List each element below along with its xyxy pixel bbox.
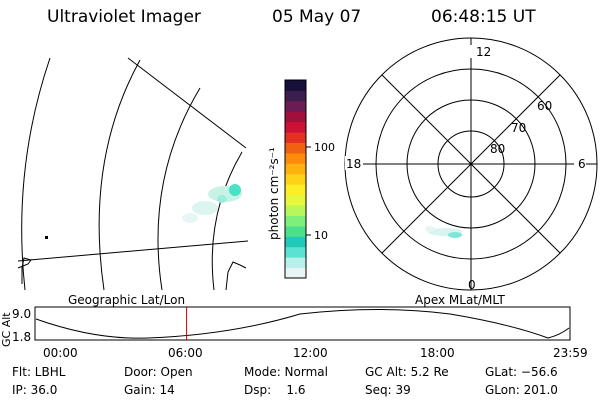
status-dsp: Dsp: 1.6 — [244, 383, 306, 397]
colorbar-frame — [284, 79, 307, 279]
lat-label-70: 70 — [511, 121, 526, 135]
colorbar-segment — [285, 132, 306, 144]
polar-panel-label: Apex MLat/MLT — [415, 293, 505, 307]
longitude-line-4 — [211, 151, 243, 291]
latitude-line-1 — [127, 57, 247, 149]
status-mode: Mode: Normal — [244, 365, 328, 379]
colorbar — [285, 80, 306, 279]
polar-grid — [344, 37, 598, 291]
label-bg-6 — [574, 156, 586, 170]
altitude-tick-low: 1.8 — [12, 330, 31, 344]
colorbar-segment — [285, 267, 306, 279]
longitude-line-1 — [21, 57, 51, 291]
colorbar-segment — [285, 225, 306, 237]
colorbar-tick-label-10: 10 — [314, 229, 328, 242]
colorbar-segment — [285, 184, 306, 196]
altitude-axis-label: GC Alt — [0, 312, 13, 347]
aurora-polar — [425, 226, 462, 238]
status-flt: Flt: LBHL — [12, 365, 66, 379]
lat-label-60: 60 — [537, 99, 552, 113]
instrument-title: Ultraviolet Imager — [47, 7, 201, 27]
time-label: 06:48:15 UT — [431, 7, 536, 27]
status-gain: Gain: 14 — [124, 383, 175, 397]
colorbar-segment — [285, 100, 306, 112]
altitude-strip-frame — [34, 306, 571, 341]
colorbar-segment — [285, 236, 306, 248]
longitude-line-2 — [98, 59, 141, 291]
colorbar-segment — [285, 173, 306, 185]
date-label: 05 May 07 — [272, 7, 362, 27]
status-seq: Seq: 39 — [365, 383, 411, 397]
coastline-left — [17, 257, 32, 284]
label-bg-12 — [466, 45, 478, 58]
polar-diagonal-2 — [381, 74, 561, 254]
status-gc-alt: GC Alt: 5.2 Re — [365, 365, 449, 379]
colorbar-segment — [285, 163, 306, 175]
latitude-line-2 — [17, 240, 249, 262]
altitude-curve — [35, 309, 570, 339]
coastline-right — [225, 261, 247, 291]
colorbar-unit-label: photon cm⁻²s⁻¹ — [267, 147, 281, 240]
colorbar-segment — [285, 152, 306, 164]
colorbar-segment — [285, 257, 306, 269]
status-ip: IP: 36.0 — [12, 383, 58, 397]
colorbar-segment — [285, 111, 306, 123]
colorbar-segment — [285, 205, 306, 216]
time-tick-2: 12:00 — [293, 346, 328, 360]
status-door: Door: Open — [124, 365, 193, 379]
colorbar-segment — [285, 194, 306, 206]
colorbar-segment — [285, 121, 306, 133]
time-tick-1: 06:00 — [168, 346, 203, 360]
aurora-geo — [182, 184, 242, 223]
mlt-label-12: 12 — [476, 45, 491, 59]
colorbar-segment — [285, 215, 306, 227]
longitude-line-3 — [157, 87, 201, 291]
status-glon: GLon: 201.0 — [485, 383, 558, 397]
status-glat: GLat: −56.6 — [485, 365, 558, 379]
mlt-label-18: 18 — [346, 157, 361, 171]
time-tick-3: 18:00 — [420, 346, 455, 360]
label-bg-18 — [345, 156, 363, 170]
mlt-label-0: 0 — [468, 278, 476, 292]
mlt-label-6: 6 — [578, 157, 586, 171]
colorbar-segment — [285, 142, 306, 154]
island-mark — [45, 236, 48, 239]
lat-label-80: 80 — [490, 142, 505, 156]
geo-panel-label: Geographic Lat/Lon — [68, 293, 185, 307]
time-tick-4: 23:59 — [553, 346, 588, 360]
colorbar-segment — [285, 80, 306, 91]
colorbar-segment — [285, 246, 306, 258]
colorbar-segment — [285, 90, 306, 102]
geographic-map-panel — [17, 57, 249, 291]
colorbar-tick-label-100: 100 — [314, 141, 335, 154]
time-tick-0: 00:00 — [43, 346, 78, 360]
altitude-tick-high: 9.0 — [12, 307, 31, 321]
